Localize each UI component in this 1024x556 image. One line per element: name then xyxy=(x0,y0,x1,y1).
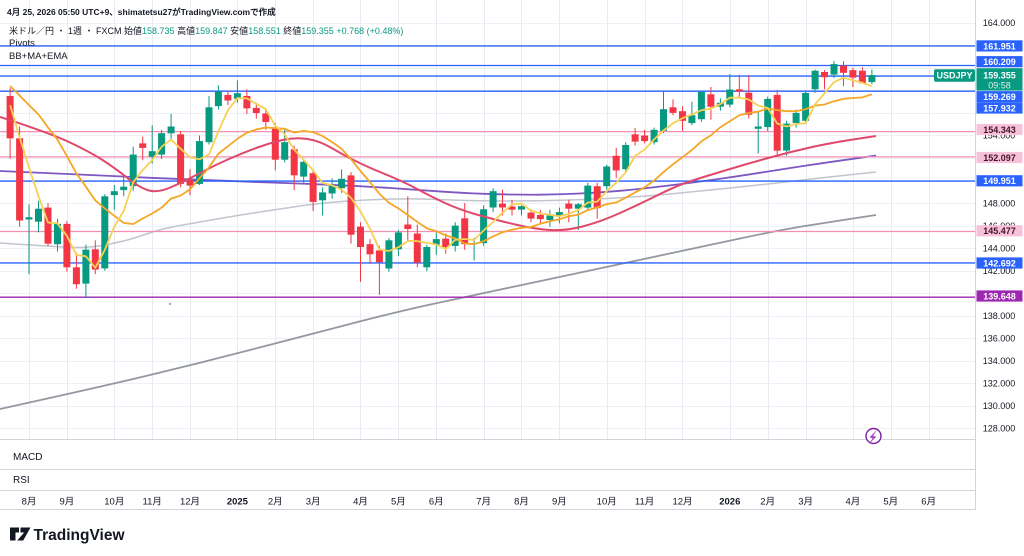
svg-text:159.269: 159.269 xyxy=(983,92,1016,102)
svg-text:152.097: 152.097 xyxy=(983,153,1016,163)
svg-text:161.951: 161.951 xyxy=(983,41,1016,51)
svg-text:2026: 2026 xyxy=(719,497,740,508)
svg-text:2月: 2月 xyxy=(268,497,283,508)
svg-text:4月 25, 2026 05:50 UTC+9、shimat: 4月 25, 2026 05:50 UTC+9、shimatetsu27がTra… xyxy=(7,7,276,17)
svg-text:10月: 10月 xyxy=(597,497,617,508)
svg-text:139.648: 139.648 xyxy=(983,291,1016,301)
svg-text:9月: 9月 xyxy=(552,497,567,508)
svg-text:149.951: 149.951 xyxy=(983,176,1016,186)
svg-text:09:58: 09:58 xyxy=(988,81,1011,91)
svg-text:160.209: 160.209 xyxy=(983,57,1016,67)
svg-text:130.000: 130.000 xyxy=(983,401,1016,411)
svg-text:12月: 12月 xyxy=(180,497,200,508)
svg-text:145.477: 145.477 xyxy=(983,226,1016,236)
svg-text:132.000: 132.000 xyxy=(983,379,1016,389)
svg-text:12月: 12月 xyxy=(672,497,692,508)
svg-text:144.000: 144.000 xyxy=(983,243,1016,253)
svg-text:TradingView: TradingView xyxy=(34,527,126,544)
svg-text:MACD: MACD xyxy=(13,452,42,463)
svg-text:2025: 2025 xyxy=(227,497,249,508)
svg-text:Pivots: Pivots xyxy=(9,38,35,49)
svg-text:10月: 10月 xyxy=(104,497,124,508)
svg-text:9月: 9月 xyxy=(60,497,75,508)
svg-text:4月: 4月 xyxy=(353,497,368,508)
svg-text:7月: 7月 xyxy=(476,497,491,508)
svg-text:154.000: 154.000 xyxy=(983,131,1016,141)
svg-text:3月: 3月 xyxy=(798,497,813,508)
svg-text:154.343: 154.343 xyxy=(983,125,1016,135)
svg-text:11月: 11月 xyxy=(143,497,162,508)
svg-text:164.000: 164.000 xyxy=(983,18,1016,28)
svg-text:BB+MA+EMA: BB+MA+EMA xyxy=(9,51,68,62)
svg-text:138.000: 138.000 xyxy=(983,311,1016,321)
svg-text:5月: 5月 xyxy=(391,497,406,508)
svg-text:159.355: 159.355 xyxy=(983,70,1016,80)
svg-text:128.000: 128.000 xyxy=(983,424,1016,434)
svg-text:134.000: 134.000 xyxy=(983,356,1016,366)
svg-text:6月: 6月 xyxy=(921,497,936,508)
svg-text:2月: 2月 xyxy=(760,497,775,508)
svg-text:6月: 6月 xyxy=(429,497,444,508)
svg-text:157.932: 157.932 xyxy=(983,103,1016,113)
svg-text:3月: 3月 xyxy=(306,497,321,508)
svg-text:142.000: 142.000 xyxy=(983,266,1016,276)
svg-text:136.000: 136.000 xyxy=(983,334,1016,344)
svg-text:148.000: 148.000 xyxy=(983,198,1016,208)
svg-text:142.692: 142.692 xyxy=(983,258,1016,268)
svg-text:8月: 8月 xyxy=(514,497,529,508)
svg-text:11月: 11月 xyxy=(635,497,654,508)
svg-text:RSI: RSI xyxy=(13,475,30,486)
svg-text:8月: 8月 xyxy=(22,497,37,508)
svg-text:5月: 5月 xyxy=(883,497,898,508)
svg-text:4月: 4月 xyxy=(846,497,861,508)
svg-text:米ドル／円 ・ 1週 ・ FXCM 始値158.735 高値: 米ドル／円 ・ 1週 ・ FXCM 始値158.735 高値159.847 安値… xyxy=(9,25,403,36)
svg-text:USDJPY: USDJPY xyxy=(936,71,972,81)
